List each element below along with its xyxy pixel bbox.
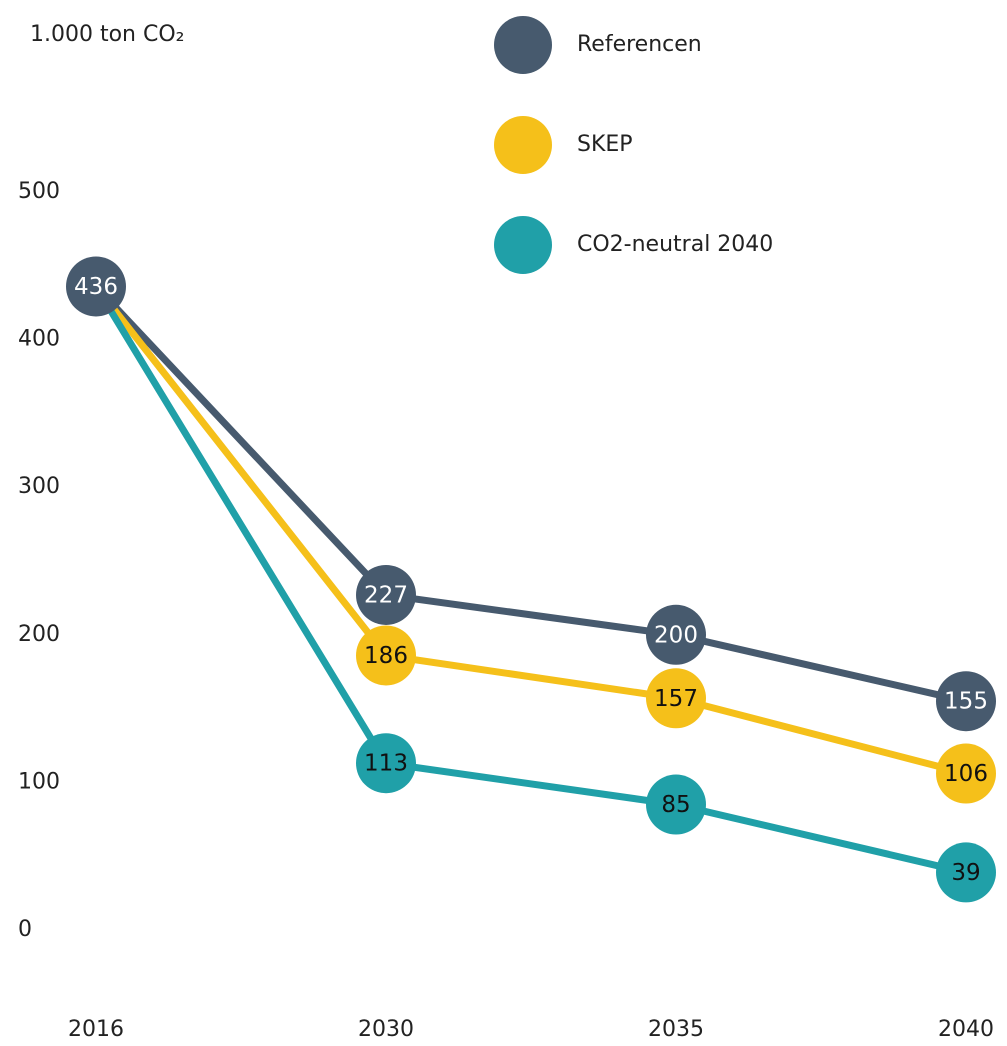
legend-label: SKEP [577,132,633,157]
data-point [356,625,416,686]
data-label: 39 [951,860,980,886]
legend-marker [494,216,552,274]
y-axis-label: 1.000 ton CO₂ [30,22,185,47]
x-tick-label: 2016 [68,1017,124,1042]
data-label: 155 [944,689,988,715]
data-label: 85 [661,792,690,818]
data-label: 227 [364,582,408,608]
legend-marker [494,16,552,74]
legend-marker [494,116,552,174]
x-tick-label: 2040 [938,1017,994,1042]
y-tick-label: 500 [18,179,60,204]
data-point [936,671,996,732]
y-tick-label: 0 [18,917,32,942]
y-tick-label: 300 [18,474,60,499]
data-point [356,564,416,625]
data-label: 200 [654,622,698,648]
data-label: 106 [944,761,988,787]
y-tick-label: 400 [18,327,60,352]
x-tick-label: 2035 [648,1017,704,1042]
series-line [93,284,967,777]
data-point [936,743,996,804]
data-point [66,256,126,317]
data-point [646,604,706,665]
data-point [646,668,706,729]
data-point [356,733,416,794]
y-tick-label: 100 [18,769,60,794]
legend-label: Referencen [577,32,702,57]
data-point [646,774,706,835]
data-label: 113 [364,751,408,777]
data-label: 186 [364,643,408,669]
data-label: 436 [74,274,118,300]
series-line [93,284,967,876]
legend-label: CO2-neutral 2040 [577,232,773,257]
x-tick-label: 2030 [358,1017,414,1042]
data-label: 157 [654,686,698,712]
y-tick-label: 200 [18,622,60,647]
data-point [936,842,996,903]
series-line [93,284,967,705]
